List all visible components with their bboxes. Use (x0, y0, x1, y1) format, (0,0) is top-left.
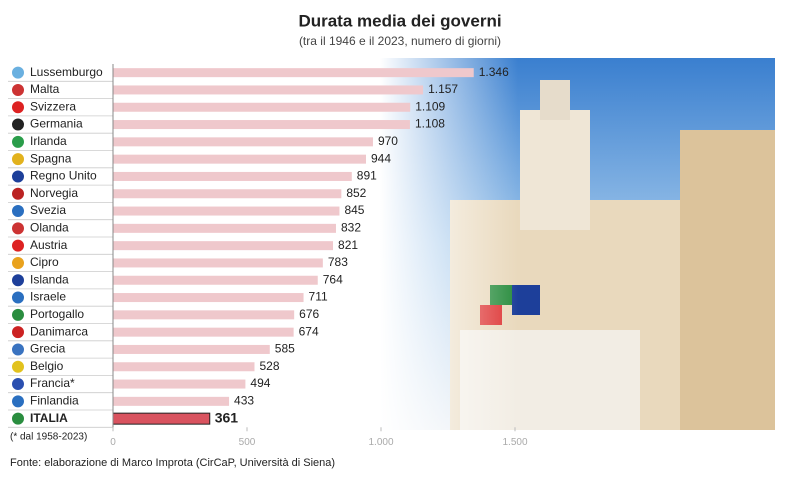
category-label: Francia* (30, 376, 75, 390)
bar (113, 154, 366, 164)
value-label: 1.109 (415, 99, 445, 113)
category-label: Spagna (30, 151, 72, 165)
bar (113, 327, 294, 337)
category-label: Malta (30, 82, 60, 96)
value-label: 783 (328, 255, 348, 269)
bar (113, 68, 474, 78)
category-label: Islanda (30, 272, 69, 286)
bar (113, 379, 246, 389)
value-label: 852 (346, 186, 366, 200)
value-label: 891 (357, 169, 377, 183)
bar (113, 258, 323, 268)
value-label: 494 (250, 376, 270, 390)
x-tick-label: 0 (110, 437, 116, 448)
chart-title: Durata media dei governi (298, 11, 501, 30)
bar (113, 223, 336, 233)
bar (113, 293, 304, 303)
category-label: Grecia (30, 342, 66, 356)
bar (113, 206, 340, 216)
bar (113, 344, 270, 354)
value-label: 1.346 (479, 65, 509, 79)
bar (113, 241, 334, 251)
category-label: Lussemburgo (30, 65, 103, 79)
category-label: Austria (30, 238, 68, 252)
flag (11, 117, 25, 132)
category-label: Regno Unito (30, 169, 97, 183)
flag (11, 411, 25, 426)
value-label: 764 (323, 272, 343, 286)
chart-subtitle: (tra il 1946 e il 2023, numero di giorni… (299, 34, 501, 48)
value-label: 970 (378, 134, 398, 148)
flag (11, 204, 25, 219)
bar (113, 171, 352, 181)
flag (11, 394, 25, 409)
value-label: 674 (299, 324, 319, 338)
x-tick-label: 1.500 (502, 437, 527, 448)
flag (11, 152, 25, 167)
bar (113, 396, 230, 406)
source: Fonte: elaborazione di Marco Improta (Ci… (10, 457, 335, 469)
category-label: Germania (30, 117, 83, 131)
flag (11, 100, 25, 115)
value-label: 944 (371, 151, 391, 165)
bar (113, 310, 295, 320)
flag (11, 273, 25, 288)
category-label: Belgio (30, 359, 64, 373)
bar (113, 102, 411, 112)
value-label: 361 (215, 409, 239, 425)
flag (11, 359, 25, 374)
flag (11, 238, 25, 253)
x-tick-label: 500 (239, 437, 256, 448)
flag (11, 221, 25, 236)
bar (113, 85, 424, 95)
value-label: 528 (260, 359, 280, 373)
category-label: Portogallo (30, 307, 84, 321)
bar (112, 412, 211, 425)
flag (11, 65, 25, 80)
category-label: Svezia (30, 203, 66, 217)
value-label: 585 (275, 342, 295, 356)
note: (* dal 1958-2023) (10, 432, 87, 443)
bar (113, 189, 342, 199)
value-label: 832 (341, 221, 361, 235)
value-label: 1.157 (428, 82, 458, 96)
category-label: Norvegia (30, 186, 78, 200)
category-label: Israele (30, 290, 66, 304)
category-label: Svizzera (30, 99, 76, 113)
category-label: Cipro (30, 255, 59, 269)
category-label: Irlanda (30, 134, 67, 148)
category-label: Olanda (30, 221, 69, 235)
value-label: 821 (338, 238, 358, 252)
flag (11, 377, 25, 392)
bar (113, 362, 255, 372)
bar (113, 120, 410, 130)
flag (11, 82, 25, 97)
bar (113, 275, 318, 285)
bar (113, 137, 373, 147)
flag (11, 169, 25, 184)
photo (380, 58, 775, 430)
flag (11, 342, 25, 357)
flag (11, 290, 25, 305)
flag (11, 325, 25, 340)
value-label: 1.108 (415, 117, 445, 131)
category-label: Finlandia (30, 394, 79, 408)
value-label: 711 (309, 290, 328, 304)
flag (11, 307, 25, 322)
flag (11, 186, 25, 201)
value-label: 676 (299, 307, 319, 321)
x-tick-label: 1.000 (368, 437, 393, 448)
flag (11, 255, 25, 270)
category-label: ITALIA (30, 411, 68, 425)
flag (11, 134, 25, 149)
value-label: 433 (234, 394, 254, 408)
value-label: 845 (344, 203, 364, 217)
category-label: Danimarca (30, 324, 88, 338)
